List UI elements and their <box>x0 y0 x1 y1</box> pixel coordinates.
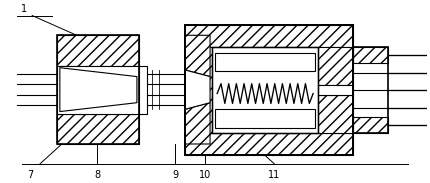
Text: 9: 9 <box>172 170 178 180</box>
Bar <box>212 47 318 133</box>
Bar <box>57 66 139 114</box>
Bar <box>185 47 212 133</box>
Bar <box>215 53 315 71</box>
Bar <box>185 25 353 47</box>
Polygon shape <box>185 35 210 77</box>
Bar <box>57 35 139 144</box>
Bar <box>353 117 388 133</box>
Bar <box>353 47 388 63</box>
Polygon shape <box>318 85 353 95</box>
Text: 8: 8 <box>94 170 101 180</box>
Polygon shape <box>60 68 137 112</box>
Polygon shape <box>185 70 210 109</box>
Polygon shape <box>318 47 353 85</box>
Bar <box>212 47 318 133</box>
Polygon shape <box>318 95 353 133</box>
Text: 7: 7 <box>27 170 33 180</box>
Bar <box>185 133 353 155</box>
Text: 10: 10 <box>199 170 211 180</box>
Text: 1: 1 <box>21 3 28 14</box>
Bar <box>57 114 139 144</box>
Bar <box>139 66 147 114</box>
Bar <box>353 47 388 133</box>
Bar <box>185 25 353 155</box>
Polygon shape <box>185 103 210 144</box>
Bar <box>215 109 315 128</box>
Text: 11: 11 <box>268 170 280 180</box>
Bar <box>57 35 139 66</box>
